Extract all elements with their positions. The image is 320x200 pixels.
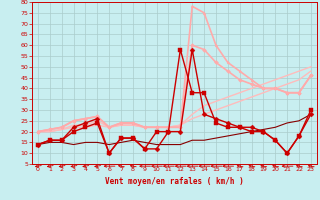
X-axis label: Vent moyen/en rafales ( km/h ): Vent moyen/en rafales ( km/h ) — [105, 177, 244, 186]
